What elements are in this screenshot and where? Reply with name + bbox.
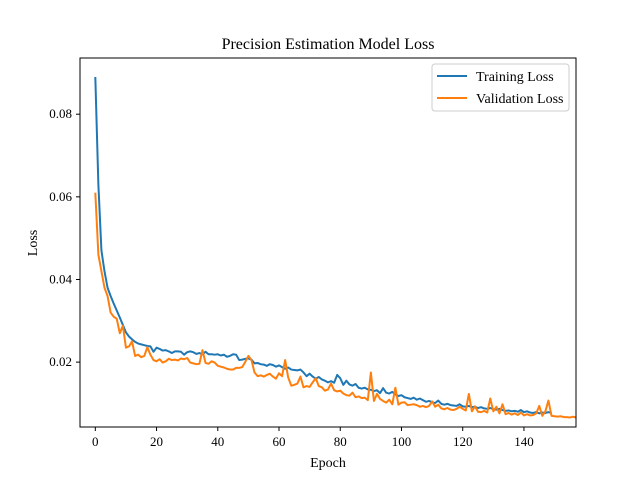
x-tick-label: 140 [514,434,534,449]
chart-title: Precision Estimation Model Loss [222,36,435,53]
y-tick-label: 0.06 [49,189,72,204]
legend-label-training: Training Loss [476,70,554,85]
x-tick-label: 120 [453,434,473,449]
x-tick-label: 80 [334,434,347,449]
x-tick-label: 100 [392,434,412,449]
x-tick-label: 0 [92,434,99,449]
plot-lines [94,76,577,419]
x-axis-label: Epoch [310,456,346,471]
x-tick-label: 60 [273,434,286,449]
y-tick-label: 0.02 [49,354,72,369]
x-tick-label: 40 [211,434,224,449]
legend: Training Loss Validation Loss [431,63,570,112]
x-tick-label: 20 [150,434,163,449]
series-line-validation-loss [94,192,577,419]
y-tick-label: 0.08 [49,106,72,121]
y-axis-label: Loss [26,230,41,256]
plot-frame [79,57,577,428]
y-axis-ticks: 0.02 0.04 0.06 0.08 [49,106,80,369]
x-axis-ticks: 0 20 40 60 80 100 120 140 [92,427,534,449]
y-tick-label: 0.04 [49,271,72,286]
legend-label-validation: Validation Loss [476,92,564,107]
